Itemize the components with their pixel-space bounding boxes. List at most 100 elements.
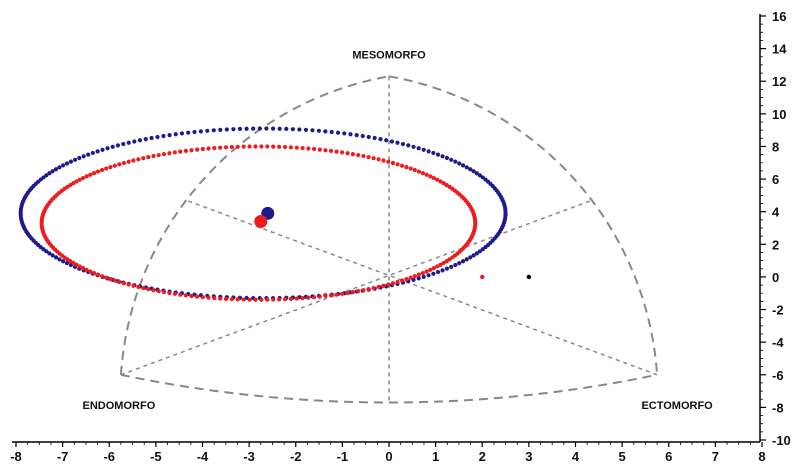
x-tick-label: 8 xyxy=(758,449,765,464)
ellipse-point xyxy=(361,288,366,293)
ellipse-point xyxy=(412,274,417,279)
x-tick-label: 5 xyxy=(619,449,626,464)
ellipse-point xyxy=(117,279,122,284)
y-tick-label: 6 xyxy=(772,172,779,187)
ellipse-point xyxy=(167,151,172,156)
ellipse-point xyxy=(290,127,295,132)
ellipse-point xyxy=(229,144,234,150)
ellipse-point xyxy=(100,147,105,152)
ellipse-point xyxy=(95,169,101,174)
ellipse-point xyxy=(471,253,476,258)
ellipse-point xyxy=(421,147,426,152)
ellipse-point xyxy=(474,251,479,256)
ellipse-point xyxy=(416,169,422,174)
y-tick-label: 8 xyxy=(772,139,779,154)
ellipse-point xyxy=(86,152,91,157)
ellipse-point xyxy=(253,297,258,302)
ellipse-point xyxy=(47,171,52,176)
ellipse-point xyxy=(376,284,381,290)
ellipse-point xyxy=(372,135,377,141)
ellipse-point xyxy=(449,264,454,269)
ellipse-point xyxy=(223,296,229,301)
ellipse-point xyxy=(136,284,141,290)
ellipse-point xyxy=(503,208,508,214)
ellipse-point xyxy=(416,146,421,151)
x-tick-label: -5 xyxy=(150,449,162,464)
ellipse-point xyxy=(416,276,421,281)
axis-endo-diagonal xyxy=(120,199,593,376)
arc-endo-meso xyxy=(119,75,390,375)
ellipse-point xyxy=(328,148,334,153)
ellipse-point xyxy=(282,144,288,150)
ellipse-point xyxy=(112,163,117,168)
ellipse-point xyxy=(61,163,66,168)
ellipse-point xyxy=(449,157,454,162)
ellipse-point xyxy=(155,134,160,140)
series-layer xyxy=(18,126,532,302)
ellipse-point xyxy=(141,156,146,161)
ellipse-point xyxy=(218,145,223,150)
ellipse-point xyxy=(183,293,188,298)
ellipse-point xyxy=(64,261,70,266)
ectomorph-label: ECTOMORFO xyxy=(641,400,713,412)
ellipse-point xyxy=(361,153,366,159)
ellipse-point xyxy=(334,149,339,154)
axis-ecto-diagonal xyxy=(185,199,658,376)
ellipse-point xyxy=(431,271,436,276)
ellipse-point xyxy=(77,177,82,182)
ellipse-point xyxy=(421,274,426,279)
ellipse-point xyxy=(428,174,433,179)
ellipse-point xyxy=(311,146,317,152)
ellipse-point xyxy=(80,175,86,181)
ellipse-point xyxy=(271,144,276,149)
axes xyxy=(12,14,761,443)
ellipse-point xyxy=(386,282,391,287)
ellipse-point xyxy=(345,151,350,156)
ellipse-point xyxy=(366,154,371,160)
ellipse-point xyxy=(360,133,365,139)
x-tick-label: 1 xyxy=(432,449,439,464)
ellipse-point xyxy=(477,173,482,178)
ellipse-point xyxy=(161,152,167,157)
ellipse-point xyxy=(91,270,97,276)
ellipse-point xyxy=(53,255,59,260)
ellipse-point xyxy=(366,134,371,140)
ellipse-point xyxy=(206,146,211,151)
ellipse-point xyxy=(444,155,450,161)
ellipse-point xyxy=(108,277,113,282)
ellipse-point xyxy=(444,266,450,271)
ellipse-point xyxy=(74,262,79,267)
ellipse-point xyxy=(384,138,389,143)
ellipse-point xyxy=(378,137,383,142)
ellipse-point xyxy=(211,128,216,133)
y-tick-label: -6 xyxy=(772,368,784,383)
ellipse-point xyxy=(420,270,425,276)
ellipse-point xyxy=(464,257,469,262)
ellipse-point xyxy=(99,274,105,279)
ellipse-point xyxy=(108,164,113,170)
ellipse-point xyxy=(218,127,223,132)
ellipse-point xyxy=(47,251,52,256)
y-tick-label: -10 xyxy=(772,433,791,448)
x-tick-label: 0 xyxy=(385,449,392,464)
ellipse-point xyxy=(88,269,93,274)
ellipse-point xyxy=(195,147,200,152)
ellipse-point xyxy=(404,277,409,282)
ellipse-point xyxy=(306,295,311,300)
ellipse-point xyxy=(99,167,105,173)
ellipse-point xyxy=(277,144,282,149)
ellipse-point xyxy=(294,296,299,301)
ellipse-point xyxy=(172,150,177,155)
ellipse-point xyxy=(335,130,341,135)
ellipse-point xyxy=(428,267,433,272)
y-tick-label: 16 xyxy=(772,9,786,24)
ellipse-point xyxy=(390,160,396,166)
ellipse-point xyxy=(431,150,436,156)
ellipse-point xyxy=(431,266,436,271)
ellipse-point xyxy=(77,264,82,269)
ellipse-point xyxy=(316,128,322,133)
ellipse-point xyxy=(310,128,315,133)
ellipse-point xyxy=(235,297,240,302)
ellipse-point xyxy=(231,127,236,132)
ellipse-point xyxy=(438,262,443,267)
